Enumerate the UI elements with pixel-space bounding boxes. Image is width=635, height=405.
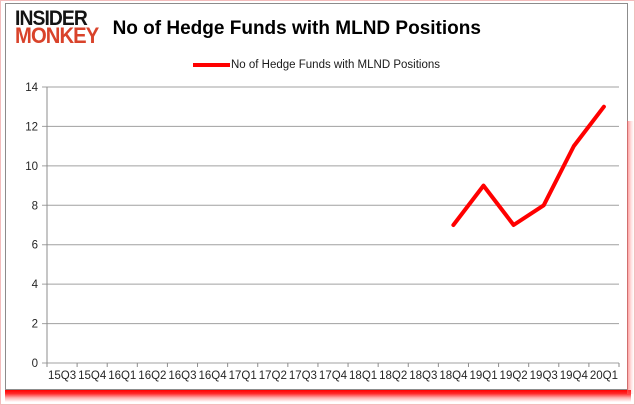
chart-header: INSIDER MONKEY No of Hedge Funds with ML… <box>15 7 481 49</box>
red-glow-border-bottom <box>5 390 631 402</box>
y-tick-label: 2 <box>32 319 38 331</box>
y-tick-label: 6 <box>32 240 38 252</box>
legend: No of Hedge Funds with MLND Positions <box>6 59 627 71</box>
y-tick-label: 8 <box>32 200 38 212</box>
x-tick-label: 15Q4 <box>78 370 107 382</box>
chart-title: No of Hedge Funds with MLND Positions <box>112 17 481 39</box>
y-tick-label: 0 <box>32 358 38 370</box>
x-tick-label: 18Q3 <box>409 370 437 382</box>
logo-text-monkey: MONKEY <box>15 23 99 49</box>
x-tick-label: 19Q4 <box>560 370 589 382</box>
logo-text-insider: INSIDER <box>15 7 88 30</box>
x-tick-label: 18Q4 <box>439 370 468 382</box>
x-tick-label: 16Q4 <box>199 370 228 382</box>
x-tick-label: 16Q2 <box>138 370 166 382</box>
red-glow-border-right <box>627 121 634 394</box>
insider-monkey-logo: INSIDER MONKEY <box>15 7 99 49</box>
x-tick-label: 19Q2 <box>500 370 528 382</box>
x-tick-label: 17Q4 <box>319 370 348 382</box>
y-tick-label: 14 <box>25 82 38 94</box>
x-tick-label: 19Q1 <box>469 370 497 382</box>
x-tick-label: 17Q3 <box>289 370 317 382</box>
x-tick-label: 19Q3 <box>530 370 558 382</box>
series-line <box>451 104 606 227</box>
x-tick-label: 18Q2 <box>379 370 407 382</box>
x-tick-label: 17Q1 <box>229 370 257 382</box>
legend-label: No of Hedge Funds with MLND Positions <box>230 59 440 71</box>
x-tick-label: 17Q2 <box>259 370 287 382</box>
x-tick-label: 18Q1 <box>349 370 377 382</box>
y-tick-label: 4 <box>32 279 39 291</box>
x-tick-label: 16Q3 <box>168 370 196 382</box>
y-tick-label: 10 <box>25 161 38 173</box>
y-tick-label: 12 <box>25 121 38 133</box>
x-tick-label: 16Q1 <box>108 370 136 382</box>
x-tick-label: 15Q3 <box>48 370 76 382</box>
legend-line-swatch-icon <box>192 63 230 67</box>
chart-frame: INSIDER MONKEY No of Hedge Funds with ML… <box>5 3 628 390</box>
x-tick-label: 20Q1 <box>590 370 618 382</box>
